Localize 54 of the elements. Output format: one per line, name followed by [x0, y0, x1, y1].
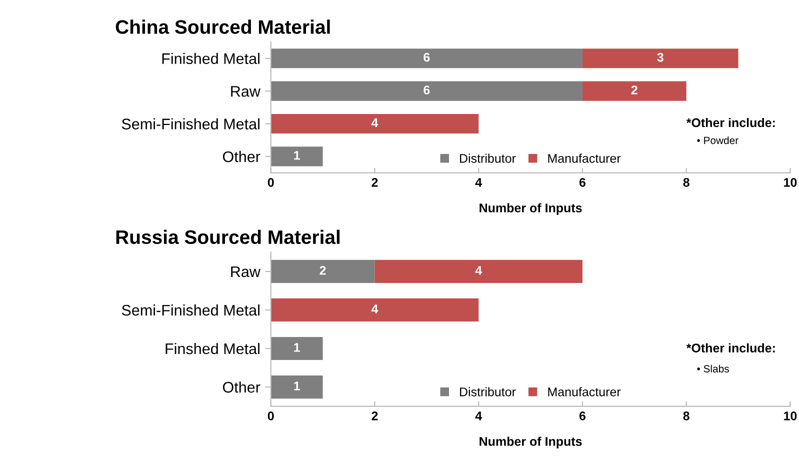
annotation: *Other include:: [686, 343, 775, 352]
bar: [270, 260, 375, 283]
x-tick-label: 8: [683, 411, 690, 420]
y-tick-label: Finshed Metal: [166, 342, 260, 354]
annotation: *Other include:: [686, 118, 775, 128]
legend-label: Distributor: [460, 387, 516, 396]
data-label: 2: [631, 86, 638, 94]
bar: [270, 298, 479, 322]
x-axis-title: Number of Inputs: [480, 203, 582, 215]
data-label: 4: [371, 118, 378, 127]
chart-title: China Sourced Material: [116, 20, 330, 34]
x-tick-label: 2: [372, 411, 378, 420]
y-tick-label: Raw: [231, 86, 260, 97]
x-tick-label: 0: [268, 411, 274, 420]
y-tick-label: Semi-Finished Metal: [122, 118, 260, 130]
legend-label: Manufacturer: [548, 154, 621, 163]
data-label: 3: [657, 52, 664, 62]
x-tick-label: 8: [683, 178, 690, 187]
legend-label: Distributor: [460, 154, 516, 163]
bar: [582, 81, 686, 101]
data-label: 1: [294, 343, 300, 352]
y-tick-label: Other: [222, 381, 260, 393]
x-tick-label: 2: [372, 178, 378, 187]
bar: [374, 260, 582, 283]
y-tick-label: Other: [222, 150, 260, 162]
annotation: • Slabs: [697, 364, 729, 372]
x-tick-label: 4: [475, 412, 482, 420]
data-label: 2: [320, 266, 326, 275]
data-label: 1: [294, 151, 300, 160]
data-label: 4: [475, 266, 482, 275]
bar: [270, 336, 323, 360]
legend-label: Manufacturer: [548, 387, 621, 396]
x-axis-title: Number of Inputs: [480, 436, 582, 448]
x-tick-label: 6: [579, 411, 586, 420]
data-label: 6: [424, 86, 430, 94]
bar: [270, 114, 479, 134]
y-tick-label: Semi-Finished Metal: [122, 304, 260, 316]
bar: [582, 48, 738, 68]
x-tick-label: 10: [784, 411, 797, 420]
y-tick-label: Finished Metal: [162, 52, 260, 64]
bar: [270, 48, 582, 68]
bar: [270, 81, 582, 101]
chart-title: Russia Sourced Material: [116, 230, 340, 244]
x-tick-label: 0: [268, 178, 274, 187]
x-tick-label: 10: [784, 178, 797, 187]
x-tick-label: 4: [475, 178, 482, 187]
data-label: 1: [294, 382, 300, 390]
data-label: 6: [424, 52, 430, 62]
y-tick-label: Raw: [231, 266, 260, 278]
data-label: 4: [371, 304, 378, 314]
annotation: • Powder: [697, 136, 738, 144]
bar: [270, 375, 323, 399]
bar: [270, 146, 323, 166]
x-tick-label: 6: [579, 178, 586, 187]
